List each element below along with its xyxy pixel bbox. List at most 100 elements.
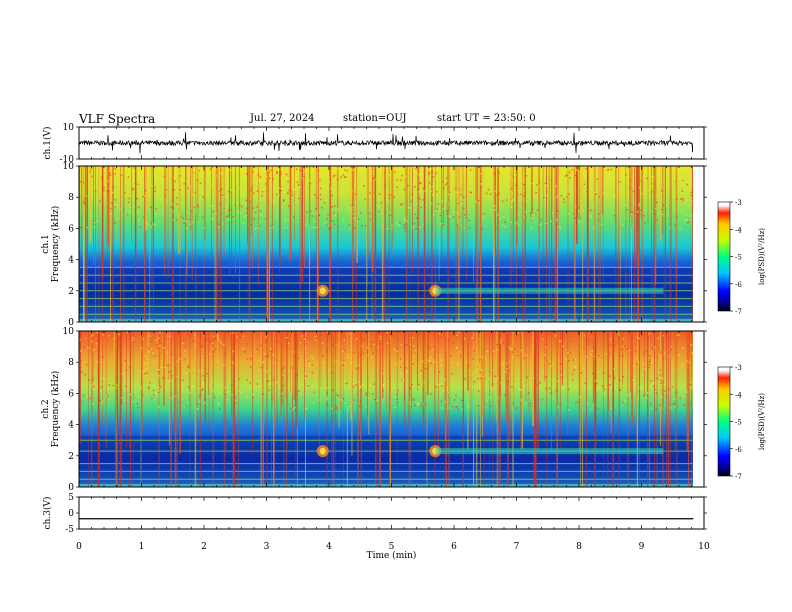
noise-speckle <box>369 181 371 183</box>
noise-speckle <box>365 394 367 396</box>
noise-speckle <box>577 206 580 209</box>
noise-speckle <box>588 339 590 341</box>
noise-speckle <box>319 335 321 337</box>
noise-speckle <box>144 368 146 371</box>
noise-speckle <box>113 337 116 340</box>
noise-speckle <box>134 391 137 393</box>
noise-speckle <box>473 339 475 341</box>
noise-speckle <box>428 171 430 174</box>
noise-speckle <box>217 337 220 339</box>
noise-speckle <box>333 223 336 225</box>
noise-speckle <box>211 218 213 220</box>
noise-speckle <box>530 227 532 230</box>
colorbar-ch2-scale <box>717 366 731 477</box>
noise-speckle <box>475 201 477 203</box>
noise-speckle <box>672 402 675 405</box>
noise-speckle <box>228 390 230 393</box>
noise-speckle <box>476 368 479 371</box>
noise-speckle <box>89 215 92 217</box>
noise-speckle <box>181 342 184 344</box>
noise-speckle <box>187 220 190 222</box>
noise-speckle <box>334 214 337 217</box>
noise-speckle <box>217 389 219 392</box>
noise-speckle <box>442 180 444 183</box>
noise-speckle <box>629 179 631 182</box>
noise-speckle <box>489 209 492 211</box>
noise-speckle <box>245 173 248 175</box>
colorbar-label: log(PSD)(V²/Hz) <box>758 393 766 450</box>
figure-title: VLF Spectra <box>79 112 156 126</box>
noise-speckle <box>596 388 598 391</box>
noise-speckle <box>265 340 267 343</box>
noise-speckle <box>690 215 692 217</box>
noise-speckle <box>287 180 289 183</box>
noise-speckle <box>218 391 221 393</box>
noise-speckle <box>389 194 391 196</box>
noise-speckle <box>239 203 241 206</box>
noise-speckle <box>469 169 472 171</box>
noise-speckle <box>632 190 635 193</box>
noise-speckle <box>536 213 539 215</box>
noise-speckle <box>114 204 117 207</box>
noise-speckle <box>603 392 606 395</box>
noise-speckle <box>526 354 528 357</box>
noise-speckle <box>636 338 638 341</box>
noise-speckle <box>490 190 493 192</box>
noise-speckle <box>396 339 399 341</box>
colorbar-ch1 <box>717 201 731 312</box>
noise-speckle <box>270 348 272 350</box>
noise-speckle <box>662 334 665 337</box>
noise-speckle <box>609 383 611 386</box>
noise-speckle <box>231 357 233 360</box>
noise-speckle <box>245 199 247 202</box>
noise-speckle <box>646 177 648 180</box>
noise-speckle <box>295 201 297 203</box>
noise-speckle <box>574 174 577 177</box>
noise-speckle <box>388 177 391 180</box>
colorbar-tick-label: -4 <box>735 391 742 399</box>
noise-speckle <box>276 217 278 219</box>
noise-speckle <box>131 188 134 191</box>
noise-speckle <box>126 331 129 334</box>
noise-speckle <box>507 369 510 372</box>
noise-speckle <box>175 331 177 333</box>
noise-speckle <box>437 203 440 205</box>
noise-speckle <box>319 193 322 196</box>
noise-speckle <box>639 186 641 189</box>
noise-speckle <box>278 187 281 190</box>
noise-speckle <box>299 169 301 171</box>
noise-speckle <box>253 218 256 220</box>
noise-speckle <box>666 170 668 172</box>
noise-speckle <box>175 219 178 221</box>
noise-speckle <box>293 188 296 191</box>
noise-speckle <box>327 334 329 337</box>
noise-speckle <box>508 346 510 349</box>
noise-speckle <box>477 361 480 364</box>
noise-speckle <box>287 342 290 345</box>
noise-speckle <box>372 393 374 395</box>
noise-speckle <box>660 382 662 384</box>
noise-speckle <box>134 184 136 187</box>
noise-speckle <box>381 194 383 197</box>
noise-speckle <box>265 183 267 185</box>
noise-speckle <box>564 175 567 177</box>
noise-speckle <box>107 183 110 186</box>
noise-speckle <box>483 212 486 215</box>
noise-speckle <box>618 388 621 391</box>
noise-speckle <box>193 369 196 371</box>
noise-speckle <box>457 202 459 205</box>
noise-speckle <box>548 387 551 389</box>
noise-speckle <box>212 351 214 353</box>
noise-speckle <box>219 392 221 394</box>
noise-speckle <box>203 169 206 172</box>
noise-speckle <box>212 335 215 337</box>
noise-speckle <box>196 402 198 405</box>
noise-speckle <box>525 200 528 202</box>
noise-speckle <box>492 350 495 353</box>
noise-speckle <box>456 334 458 337</box>
noise-speckle <box>252 178 255 181</box>
noise-speckle <box>325 350 328 352</box>
y-axis-label: ch.3(V) <box>42 497 53 530</box>
noise-speckle <box>384 332 387 334</box>
noise-speckle <box>619 354 621 357</box>
